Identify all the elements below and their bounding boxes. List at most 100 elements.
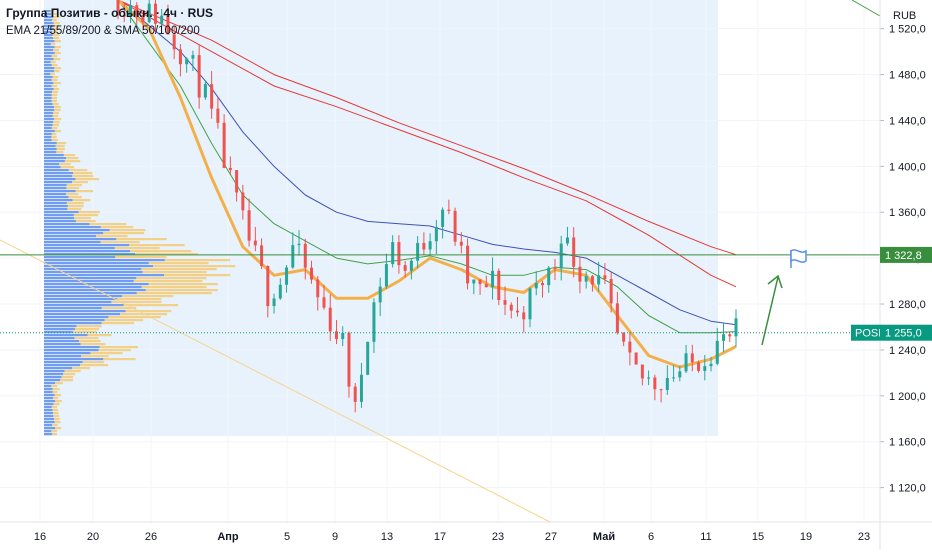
volume-bar-buy bbox=[44, 16, 54, 19]
volume-bar-buy bbox=[44, 133, 52, 136]
candle-body bbox=[559, 243, 563, 269]
volume-bar-buy bbox=[44, 22, 54, 25]
candle-body bbox=[734, 318, 738, 337]
volume-bar-sell bbox=[87, 334, 112, 337]
volume-bar-sell bbox=[59, 163, 71, 166]
candle-body bbox=[522, 312, 526, 320]
volume-bar-buy bbox=[44, 364, 81, 367]
indicator-legend[interactable]: EMA 21/55/89/200 & SMA 50/100/200 bbox=[6, 25, 200, 37]
x-tick-label: 20 bbox=[87, 531, 99, 543]
volume-bar-buy bbox=[44, 139, 52, 142]
last-price-text: 1 255,0 bbox=[885, 328, 922, 340]
volume-bar-buy bbox=[44, 193, 67, 196]
candle-body bbox=[722, 334, 726, 341]
volume-bar-sell bbox=[61, 376, 74, 379]
volume-bar-sell bbox=[54, 418, 60, 421]
volume-bar-sell bbox=[53, 58, 61, 61]
candle-body bbox=[160, 15, 164, 24]
volume-bar-buy bbox=[44, 424, 53, 427]
volume-bar-buy bbox=[44, 52, 55, 55]
candle-body bbox=[285, 267, 289, 285]
volume-bar-sell bbox=[53, 88, 60, 91]
volume-bar-buy bbox=[44, 382, 56, 385]
volume-bar-sell bbox=[52, 31, 58, 34]
volume-bar-buy bbox=[44, 181, 73, 184]
time-axis[interactable]: 16 20 26 Апр 5 9 13 17 23 27 Май 6 11 15 19 23 bbox=[0, 521, 932, 543]
candle-body bbox=[316, 279, 320, 298]
candle-body bbox=[572, 237, 576, 267]
volume-bar-sell bbox=[129, 250, 192, 253]
volume-bar-sell bbox=[98, 349, 131, 352]
volume-bar-sell bbox=[54, 67, 62, 70]
volume-bar-buy bbox=[44, 232, 104, 235]
volume-bar-buy bbox=[44, 421, 55, 424]
candle-body bbox=[497, 270, 501, 301]
volume-bar-sell bbox=[51, 79, 58, 82]
candle-body bbox=[297, 243, 301, 246]
volume-bar-sell bbox=[63, 373, 76, 376]
volume-bar-buy bbox=[44, 40, 55, 43]
forecast-arrow[interactable] bbox=[761, 274, 783, 346]
candle-body bbox=[260, 245, 264, 267]
volume-bar-buy bbox=[44, 94, 52, 97]
candle-body bbox=[266, 266, 270, 307]
candle-body bbox=[353, 386, 357, 402]
volume-bar-sell bbox=[68, 169, 88, 172]
volume-bar-sell bbox=[89, 223, 127, 226]
trendline-upper-right bbox=[851, 0, 881, 17]
candle-body bbox=[303, 243, 307, 268]
volume-bar-sell bbox=[114, 247, 160, 250]
sma-red-lower-line bbox=[117, 0, 737, 288]
candle-body bbox=[359, 374, 363, 402]
volume-bar-sell bbox=[55, 400, 62, 403]
volume-bar-sell bbox=[54, 109, 61, 112]
candle-body bbox=[647, 377, 651, 379]
x-tick-label: 6 bbox=[648, 531, 654, 543]
volume-bar-buy bbox=[44, 274, 164, 277]
volume-bar-buy bbox=[44, 85, 52, 88]
volume-bar-sell bbox=[72, 367, 90, 370]
volume-bar-buy bbox=[44, 316, 109, 319]
currency-label: RUB bbox=[893, 10, 916, 22]
volume-bar-buy bbox=[44, 340, 79, 343]
volume-bar-sell bbox=[51, 430, 58, 433]
volume-bar-buy bbox=[44, 70, 54, 73]
volume-bar-buy bbox=[44, 322, 102, 325]
candle-body bbox=[216, 108, 220, 123]
volume-bar-buy bbox=[44, 142, 57, 145]
candle-body bbox=[391, 242, 395, 265]
chart-title[interactable]: Группа Позитив - обыкн. · 4ч · RUS bbox=[6, 6, 214, 20]
y-tick-label: 1 520,0 bbox=[889, 24, 926, 36]
candle-body bbox=[678, 371, 682, 378]
volume-bar-sell bbox=[133, 280, 203, 283]
volume-bar-buy bbox=[44, 394, 55, 397]
volume-bar-buy bbox=[44, 73, 51, 76]
x-tick-label: 26 bbox=[145, 531, 157, 543]
volume-bar-sell bbox=[53, 121, 60, 124]
candle-body bbox=[672, 377, 676, 379]
volume-bar-buy bbox=[44, 67, 55, 70]
candle-body bbox=[347, 332, 351, 387]
volume-bar-sell bbox=[80, 343, 106, 346]
volume-bar-sell bbox=[136, 277, 207, 280]
volume-bar-sell bbox=[51, 127, 58, 130]
volume-bar-sell bbox=[53, 397, 59, 400]
candle-body bbox=[728, 334, 732, 337]
volume-bar-sell bbox=[54, 421, 61, 424]
candle-body bbox=[416, 242, 420, 261]
volume-bar-sell bbox=[53, 70, 60, 73]
volume-bar-buy bbox=[44, 208, 68, 211]
volume-bar-sell bbox=[163, 274, 231, 277]
candle-body bbox=[291, 245, 295, 268]
candle-body bbox=[384, 264, 388, 287]
volume-bar-sell bbox=[99, 346, 139, 349]
volume-bar-buy bbox=[44, 34, 53, 37]
y-tick-label: 1 240,0 bbox=[889, 345, 926, 357]
candle-body bbox=[597, 275, 601, 285]
level-price-tag: 1 322,8 bbox=[880, 246, 932, 263]
volume-bar-sell bbox=[53, 28, 61, 31]
volume-bar-buy bbox=[44, 313, 121, 316]
flag-icon[interactable] bbox=[790, 249, 807, 268]
